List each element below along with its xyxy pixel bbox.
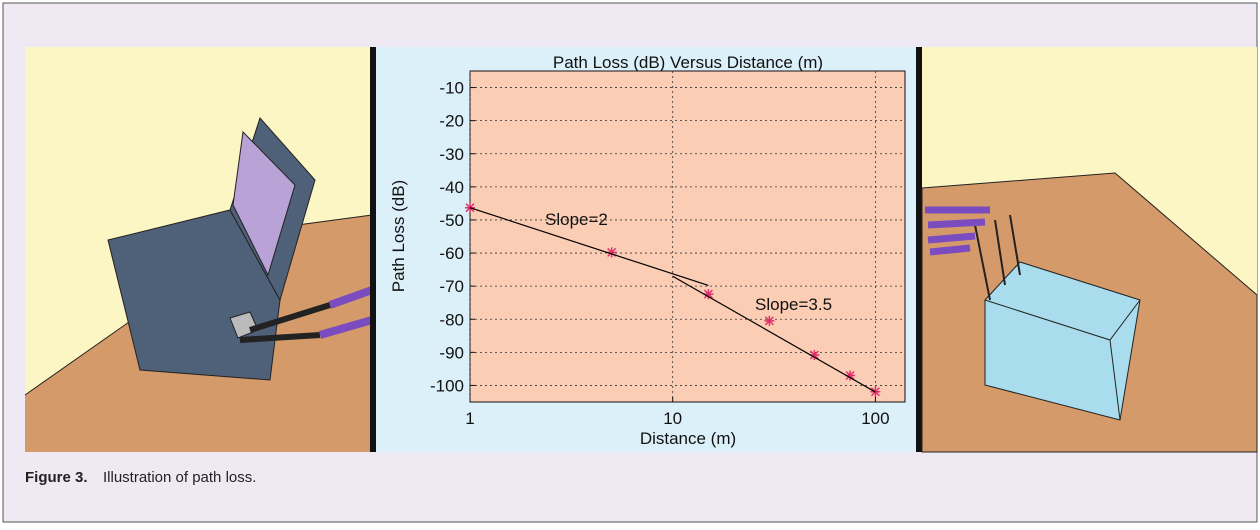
y-tick-label: -90: [439, 343, 464, 362]
signal: [318, 286, 374, 339]
y-tick-label: -50: [439, 211, 464, 230]
y-tick-label: -40: [439, 178, 464, 197]
marker: [606, 247, 617, 258]
y-tick-label: -70: [439, 277, 464, 296]
y-tick-label: -60: [439, 244, 464, 263]
annotation: Slope=3.5: [755, 295, 832, 314]
router: [984, 261, 1141, 421]
x-tick-label: 100: [861, 409, 889, 428]
x-tick-label: 1: [465, 409, 474, 428]
signal: [925, 206, 990, 256]
divider: [916, 47, 922, 452]
divider: [370, 47, 376, 452]
marker: [703, 289, 714, 300]
marker: [845, 370, 856, 381]
y-tick-label: -10: [439, 79, 464, 98]
router-edge: [984, 299, 1141, 421]
y-tick-label: -20: [439, 112, 464, 131]
y-tick-label: -30: [439, 145, 464, 164]
laptop-screen: [232, 130, 296, 277]
marker: [809, 349, 820, 360]
chart-title: Path Loss (dB) Versus Distance (m): [553, 53, 823, 72]
x-tick-label: 10: [663, 409, 682, 428]
y-tick-label: -100: [430, 376, 464, 395]
y-axis-label: Path Loss (dB): [389, 180, 408, 292]
fit-line: [672, 275, 876, 393]
antenna: [239, 302, 331, 343]
caption-text: Illustration of path loss.: [103, 469, 256, 486]
y-tick-label: -80: [439, 310, 464, 329]
x-axis-label: Distance (m): [640, 429, 736, 448]
marker: [764, 315, 775, 326]
caption-label: Figure 3.: [25, 469, 88, 486]
antenna: [974, 214, 1021, 301]
annotation: Slope=2: [545, 210, 608, 229]
fit-line: [469, 207, 709, 287]
plot-area: [469, 70, 906, 403]
